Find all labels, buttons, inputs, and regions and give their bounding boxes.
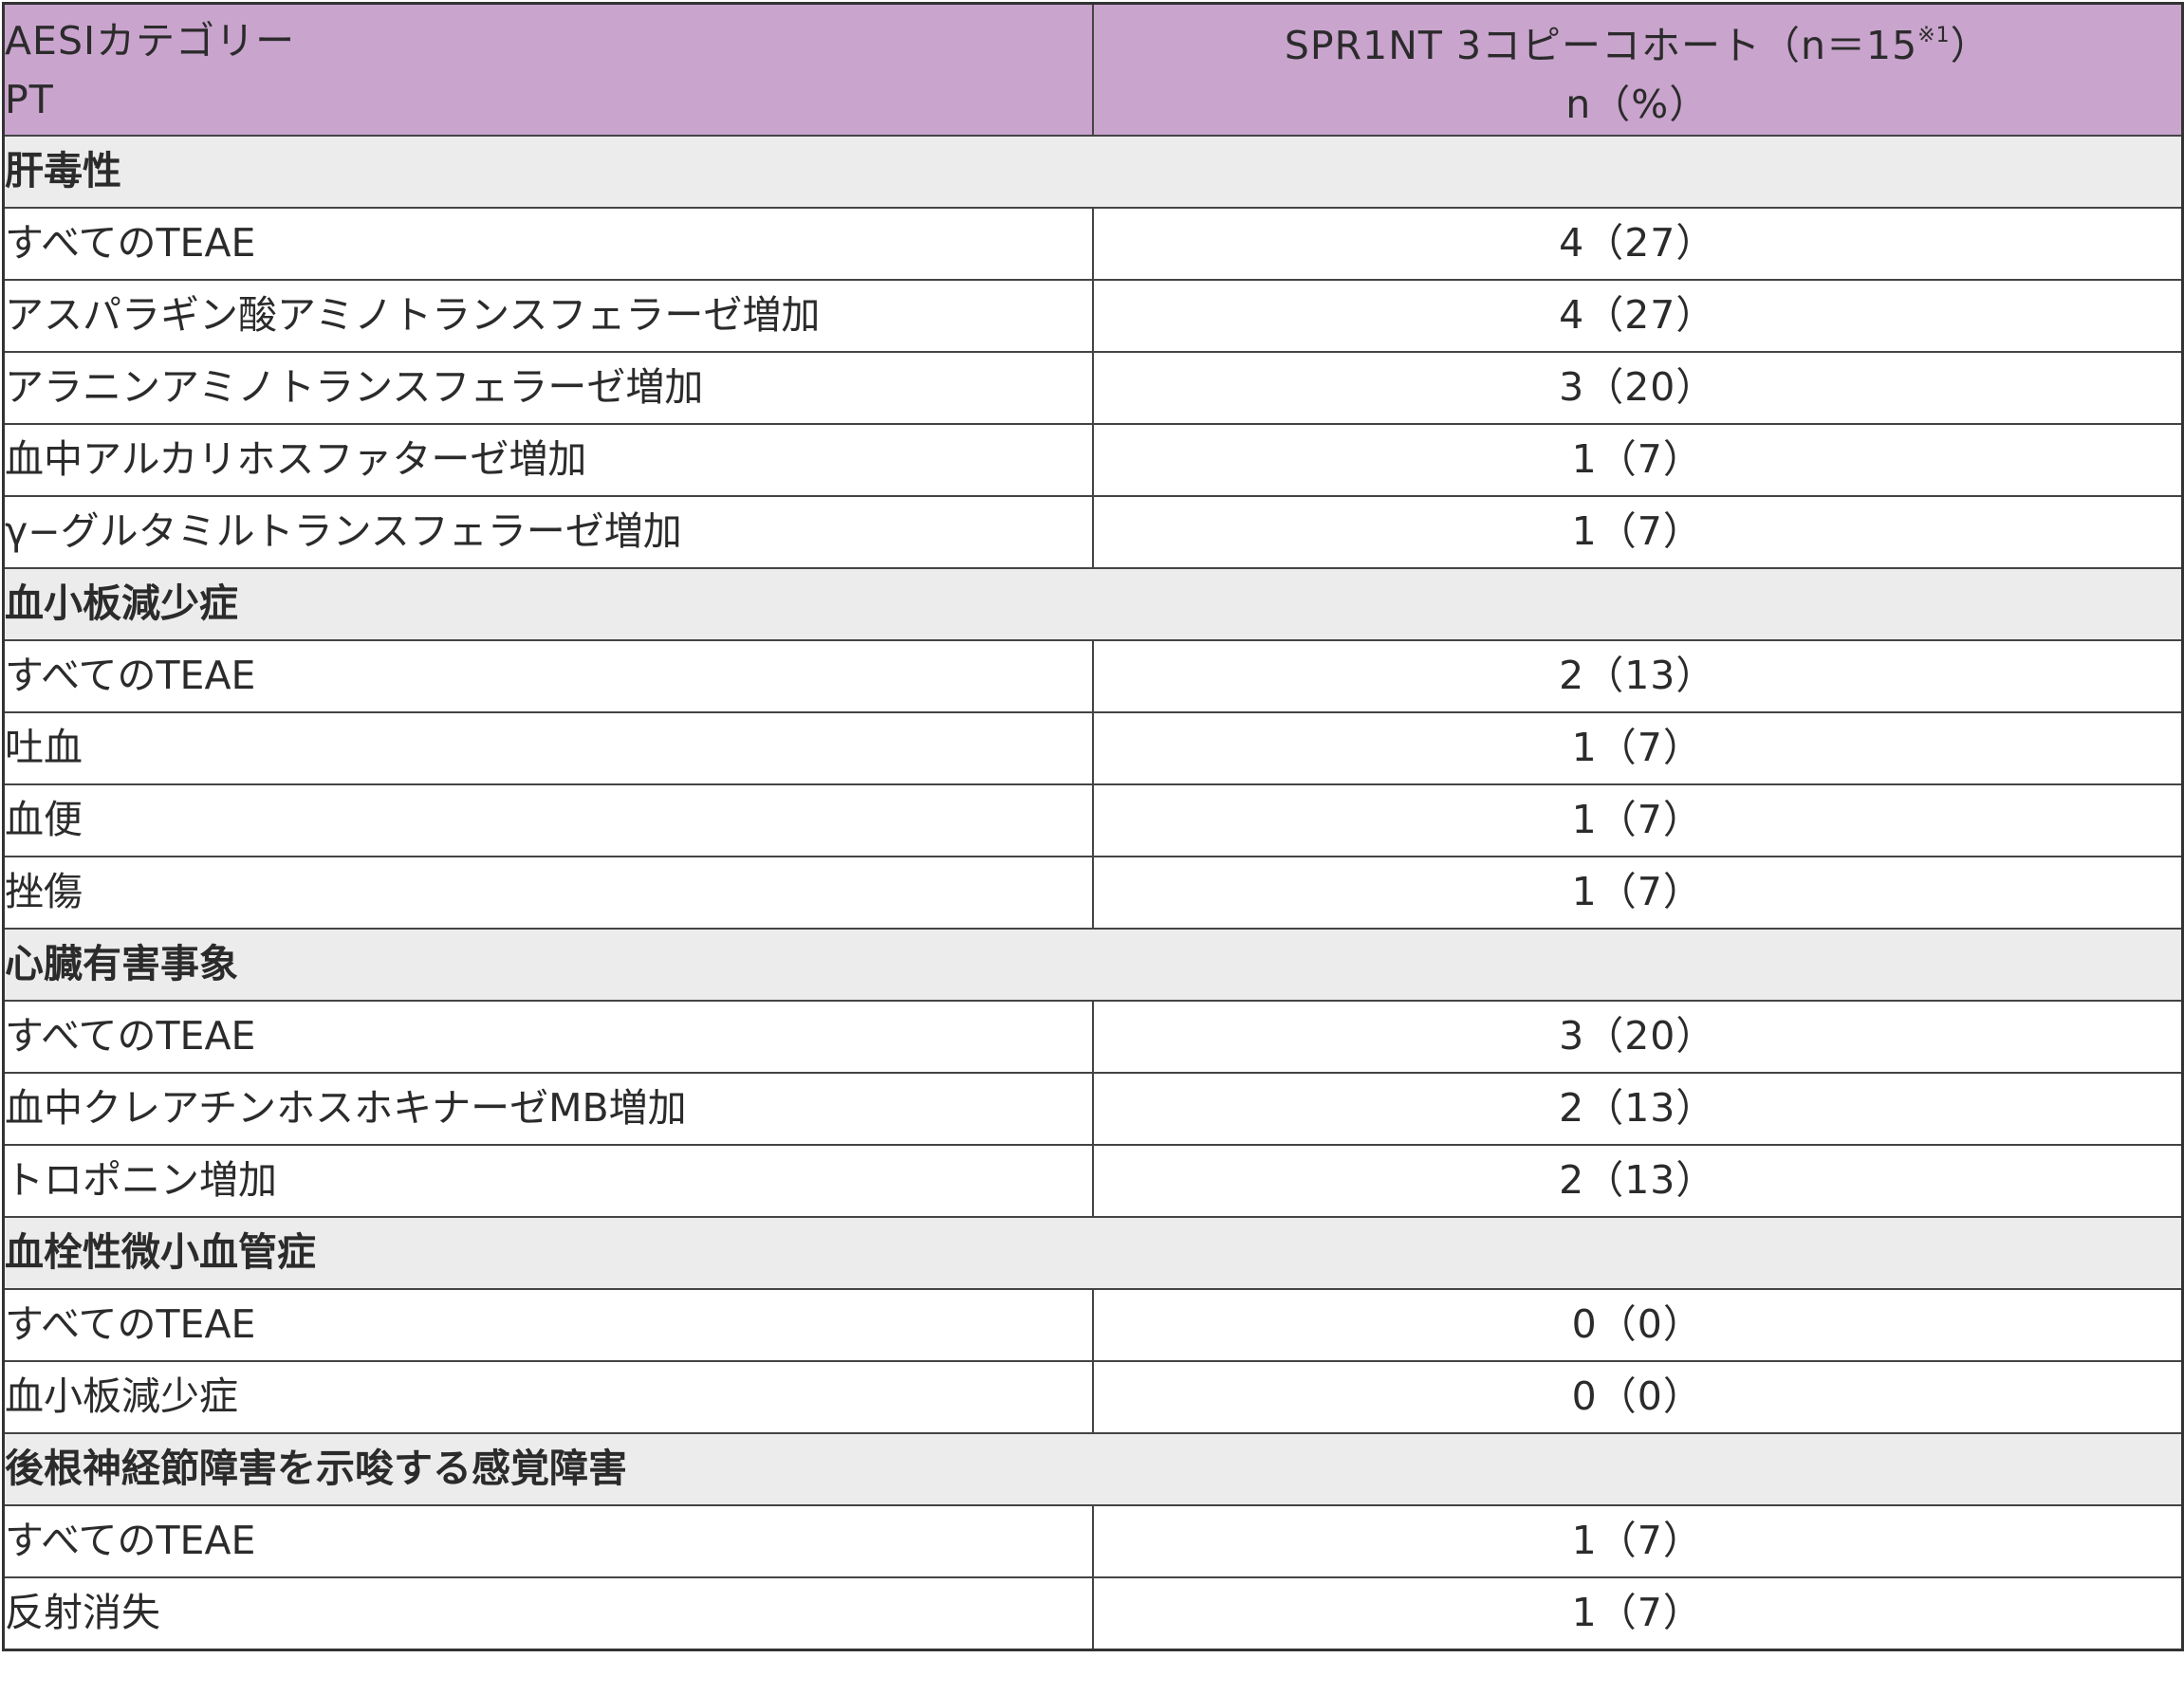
count-percent-cell: 1（7） xyxy=(1091,423,2184,497)
table-row: トロポニン増加 2（13） xyxy=(2,1144,2184,1218)
count-percent-cell: 3（20） xyxy=(1091,351,2184,425)
pt-label: アラニンアミノトランスフェラーゼ増加 xyxy=(2,351,1094,425)
table-header: AESIカテゴリー PT SPR1NT 3コピーコホート（n＝15※1） n（%… xyxy=(2,2,2184,137)
table-row: 吐血 1（7） xyxy=(2,711,2184,785)
pt-label: トロポニン増加 xyxy=(2,1144,1094,1218)
table-row: 血中アルカリホスファターゼ増加 1（7） xyxy=(2,423,2184,497)
count-percent-cell: 4（27） xyxy=(1091,207,2184,281)
count-percent-cell: 1（7） xyxy=(1091,1504,2184,1578)
category-name: 肝毒性 xyxy=(2,135,2184,209)
count-percent-cell: 3（20） xyxy=(1091,1000,2184,1074)
table-row: すべてのTEAE 0（0） xyxy=(2,1288,2184,1362)
pt-label: 血小板減少症 xyxy=(2,1360,1094,1434)
count-percent-cell: 1（7） xyxy=(1091,711,2184,785)
count-percent-cell: 4（27） xyxy=(1091,279,2184,353)
category-row: 血栓性微小血管症 xyxy=(2,1216,2184,1290)
count-percent-cell: 1（7） xyxy=(1091,783,2184,857)
table-row: 挫傷 1（7） xyxy=(2,856,2184,930)
aesi-table: AESIカテゴリー PT SPR1NT 3コピーコホート（n＝15※1） n（%… xyxy=(2,2,2184,1651)
header-cohort: SPR1NT 3コピーコホート（n＝15※1） n（%） xyxy=(1091,2,2184,137)
pt-label: γ−グルタミルトランスフェラーゼ増加 xyxy=(2,495,1094,569)
header-unit-label: n（%） xyxy=(1565,81,1710,127)
count-percent-cell: 1（7） xyxy=(1091,856,2184,930)
table-row: 血便 1（7） xyxy=(2,783,2184,857)
table-row: すべてのTEAE 2（13） xyxy=(2,639,2184,713)
all-teae-label: すべてのTEAE xyxy=(2,1504,1094,1578)
table-row: 反射消失 1（7） xyxy=(2,1576,2184,1651)
count-percent-cell: 2（13） xyxy=(1091,1072,2184,1146)
table-row: γ−グルタミルトランスフェラーゼ増加 1（7） xyxy=(2,495,2184,569)
category-row: 後根神経節障害を示唆する感覚障害 xyxy=(2,1432,2184,1506)
count-percent-cell: 2（13） xyxy=(1091,1144,2184,1218)
pt-label: 血中クレアチンホスホキナーゼMB増加 xyxy=(2,1072,1094,1146)
all-teae-label: すべてのTEAE xyxy=(2,1000,1094,1074)
header-cohort-close: ） xyxy=(1950,22,1990,68)
pt-label: 反射消失 xyxy=(2,1576,1094,1651)
table-row: アラニンアミノトランスフェラーゼ増加 3（20） xyxy=(2,351,2184,425)
count-percent-cell: 0（0） xyxy=(1091,1360,2184,1434)
pt-label: アスパラギン酸アミノトランスフェラーゼ増加 xyxy=(2,279,1094,353)
header-pt-label: PT xyxy=(5,76,54,122)
footnote-marker: ※1 xyxy=(1917,23,1951,47)
all-teae-label: すべてのTEAE xyxy=(2,207,1094,281)
pt-label: 血便 xyxy=(2,783,1094,857)
category-row: 心臓有害事象 xyxy=(2,928,2184,1002)
table-row: すべてのTEAE 4（27） xyxy=(2,207,2184,281)
header-category-label: AESIカテゴリー xyxy=(5,17,296,64)
pt-label: 血中アルカリホスファターゼ増加 xyxy=(2,423,1094,497)
category-row: 肝毒性 xyxy=(2,135,2184,209)
category-name: 心臓有害事象 xyxy=(2,928,2184,1002)
header-category-pt: AESIカテゴリー PT xyxy=(2,2,1094,137)
category-name: 後根神経節障害を示唆する感覚障害 xyxy=(2,1432,2184,1506)
header-cohort-title: SPR1NT 3コピーコホート（n＝15※1） xyxy=(1095,7,2181,75)
count-percent-cell: 1（7） xyxy=(1091,495,2184,569)
table-row: 血小板減少症 0（0） xyxy=(2,1360,2184,1434)
table-row: 血中クレアチンホスホキナーゼMB増加 2（13） xyxy=(2,1072,2184,1146)
all-teae-label: すべてのTEAE xyxy=(2,639,1094,713)
count-percent-cell: 0（0） xyxy=(1091,1288,2184,1362)
category-name: 血小板減少症 xyxy=(2,567,2184,641)
category-row: 血小板減少症 xyxy=(2,567,2184,641)
table-row: アスパラギン酸アミノトランスフェラーゼ増加 4（27） xyxy=(2,279,2184,353)
pt-label: 吐血 xyxy=(2,711,1094,785)
table-row: すべてのTEAE 3（20） xyxy=(2,1000,2184,1074)
count-percent-cell: 1（7） xyxy=(1091,1576,2184,1651)
pt-label: 挫傷 xyxy=(2,856,1094,930)
count-percent-cell: 2（13） xyxy=(1091,639,2184,713)
header-row: AESIカテゴリー PT SPR1NT 3コピーコホート（n＝15※1） n（%… xyxy=(2,2,2184,137)
table-row: すべてのTEAE 1（7） xyxy=(2,1504,2184,1578)
header-cohort-label: SPR1NT 3コピーコホート（n＝15 xyxy=(1284,22,1918,68)
table-body: 肝毒性 すべてのTEAE 4（27） アスパラギン酸アミノトランスフェラーゼ増加 4（2… xyxy=(2,135,2184,1651)
category-name: 血栓性微小血管症 xyxy=(2,1216,2184,1290)
all-teae-label: すべてのTEAE xyxy=(2,1288,1094,1362)
